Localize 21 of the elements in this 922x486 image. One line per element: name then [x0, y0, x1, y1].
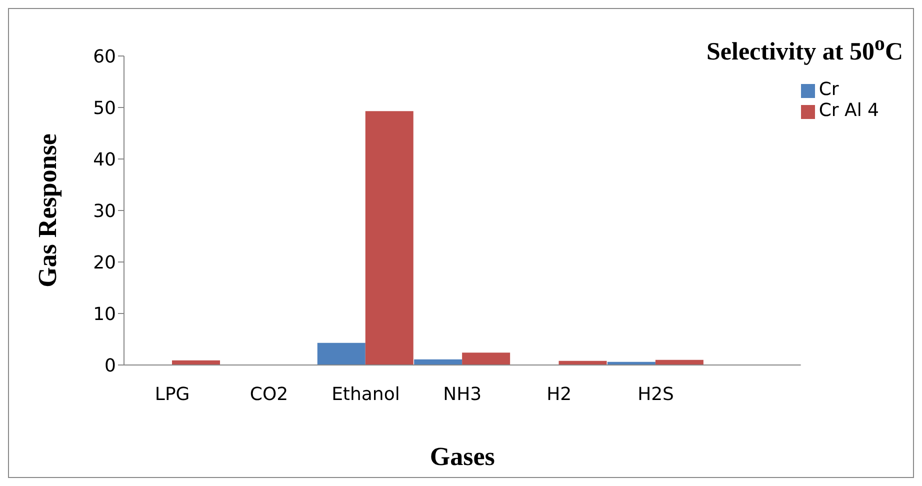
x-tick-label: H2S	[638, 384, 674, 405]
y-tick-label: 50	[93, 98, 116, 119]
x-tick-label: NH3	[443, 384, 482, 405]
x-tick-label: LPG	[154, 384, 190, 405]
x-tick-label: CO2	[250, 384, 288, 405]
bar	[462, 352, 510, 365]
legend-label: Cr	[818, 79, 839, 100]
chart-title: Selectivity at 50$^{o}$C	[706, 31, 903, 66]
bar	[317, 342, 366, 365]
y-tick-label: 30	[93, 200, 116, 222]
bar	[365, 111, 414, 365]
x-tick-label: H2	[546, 384, 572, 405]
y-axis-title: Gas Response	[33, 134, 62, 288]
legend-label: Cr Al 4	[818, 100, 879, 121]
y-tick-label: 0	[104, 355, 116, 376]
y-tick-label: 40	[93, 149, 116, 170]
x-axis-title: Gases	[430, 442, 495, 471]
y-tick-label: 20	[93, 252, 116, 274]
y-tick-label: 10	[93, 304, 116, 325]
y-tick-label: 60	[93, 46, 116, 68]
x-tick-label: Ethanol	[332, 384, 400, 405]
